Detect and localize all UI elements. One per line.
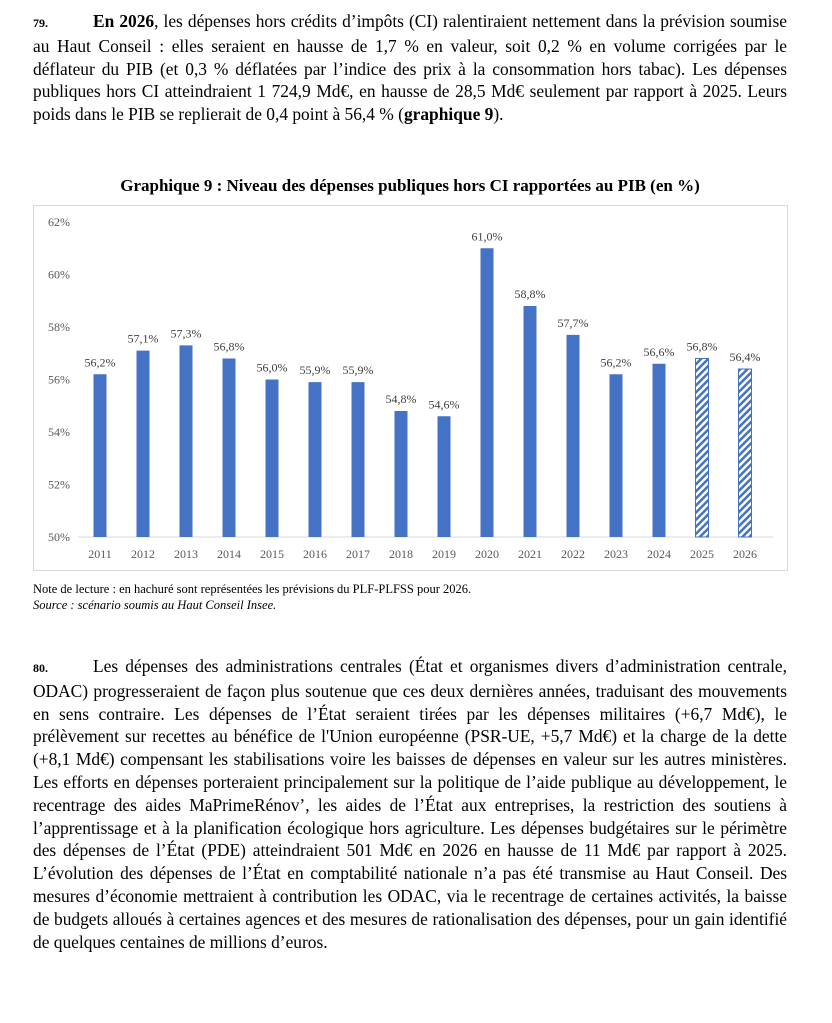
data-label: 56,2% xyxy=(601,355,632,369)
data-label: 56,0% xyxy=(257,361,288,375)
y-tick-label: 60% xyxy=(48,268,70,282)
bar xyxy=(93,374,107,537)
bold-text: graphique 9 xyxy=(403,104,494,125)
data-label: 56,8% xyxy=(214,340,245,354)
data-label: 54,8% xyxy=(386,392,417,406)
source: Source : scénario soumis au Haut Conseil… xyxy=(33,598,277,612)
data-label: 54,6% xyxy=(429,397,460,411)
bar xyxy=(351,382,365,537)
data-label: 57,1% xyxy=(128,332,159,346)
y-tick-label: 52% xyxy=(48,478,70,492)
x-tick-label: 2012 xyxy=(131,547,155,561)
x-tick-label: 2023 xyxy=(604,547,628,561)
bar xyxy=(136,350,150,537)
x-tick-label: 2017 xyxy=(346,547,370,561)
x-tick-label: 2018 xyxy=(389,547,413,561)
x-tick-label: 2014 xyxy=(217,547,241,561)
paragraph: 79. En 2026, les dépenses hors crédits d’… xyxy=(33,10,787,126)
paragraph-number: 79. xyxy=(33,16,48,30)
chart: 50% 52% 54% 56% 58% 60% 62% 2011 56,2% 2012 57,1% 2… xyxy=(33,205,788,571)
bar xyxy=(222,358,236,537)
data-label: 55,9% xyxy=(343,363,374,377)
chart-frame xyxy=(33,205,788,571)
x-tick-label: 2011 xyxy=(88,547,112,561)
text: ). xyxy=(493,104,504,125)
x-tick-label: 2015 xyxy=(260,547,284,561)
data-label: 56,8% xyxy=(687,340,718,354)
data-label: 56,2% xyxy=(85,355,116,369)
bar xyxy=(652,363,666,537)
bar xyxy=(394,411,408,537)
data-label: 57,7% xyxy=(558,316,589,330)
y-tick-label: 50% xyxy=(48,530,70,544)
text: , les dépenses hors crédits d’impôts (CI… xyxy=(33,11,787,125)
paragraph: 80. Les dépenses des administrations cent… xyxy=(33,655,787,953)
x-tick-label: 2026 xyxy=(733,547,757,561)
y-tick-label: 54% xyxy=(48,425,70,439)
reading-note: Note de lecture : en hachuré sont représ… xyxy=(33,582,472,596)
x-tick-label: 2021 xyxy=(518,547,542,561)
x-tick-label: 2016 xyxy=(303,547,327,561)
data-label: 55,9% xyxy=(300,363,331,377)
bar xyxy=(609,374,623,537)
chart-title: Graphique 9 : Niveau des dépenses publiq… xyxy=(120,176,700,195)
bar xyxy=(738,368,752,538)
bar xyxy=(437,416,451,537)
y-tick-label: 58% xyxy=(48,320,70,334)
bar xyxy=(179,345,193,537)
data-label: 56,4% xyxy=(730,350,761,364)
x-tick-label: 2020 xyxy=(475,547,499,561)
bar xyxy=(566,334,580,537)
data-label: 58,8% xyxy=(515,287,546,301)
x-tick-label: 2025 xyxy=(690,547,714,561)
text: Les dépenses des administrations central… xyxy=(33,656,787,952)
bar xyxy=(265,379,279,537)
data-label: 56,6% xyxy=(644,345,675,359)
y-tick-label: 56% xyxy=(48,373,70,387)
bold-text: En 2026 xyxy=(93,11,155,31)
data-label: 61,0% xyxy=(472,229,503,243)
x-tick-label: 2019 xyxy=(432,547,456,561)
bar xyxy=(308,382,322,537)
x-tick-label: 2022 xyxy=(561,547,585,561)
x-tick-label: 2013 xyxy=(174,547,198,561)
x-tick-label: 2024 xyxy=(647,547,671,561)
y-tick-label: 62% xyxy=(48,215,70,229)
paragraph-number: 80. xyxy=(33,661,48,675)
data-label: 57,3% xyxy=(171,326,202,340)
bar xyxy=(695,358,709,538)
bar xyxy=(523,306,537,537)
bar xyxy=(480,248,494,537)
